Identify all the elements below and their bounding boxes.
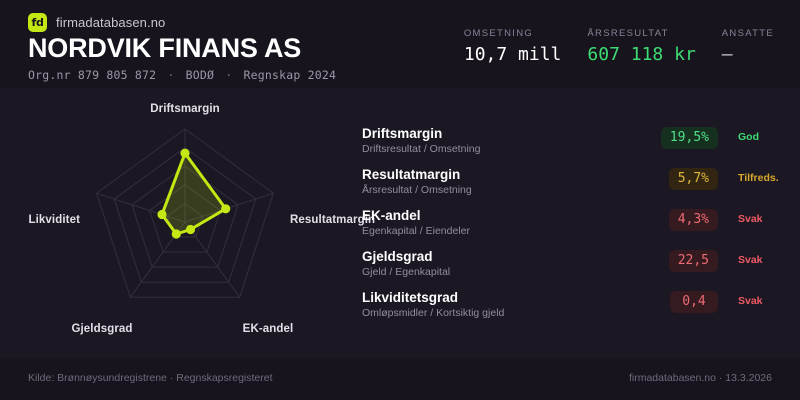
radar-label-gjeldsgrad: Gjeldsgrad xyxy=(71,323,133,335)
metric-name: Resultatmargin xyxy=(362,167,461,182)
card-footer: Kilde: Brønnøysundregistrene · Regnskaps… xyxy=(0,358,800,400)
metric-value-badge: 4,3% xyxy=(668,209,718,231)
org-number: Org.nr 879 805 872 xyxy=(28,68,157,82)
footer-source: Kilde: Brønnøysundregistrene · Regnskaps… xyxy=(28,372,273,384)
radar-series-points xyxy=(157,148,231,239)
meta-separator-2: · xyxy=(225,68,233,82)
metric-value-badge: 19,5% xyxy=(660,127,718,149)
company-meta: Org.nr 879 805 872 · BODØ · Regnskap 202… xyxy=(28,68,336,82)
radar-ring xyxy=(113,146,257,283)
accounting-period: Regnskap 2024 xyxy=(243,68,337,82)
radar-label-resultatmargin: Resultatmargin xyxy=(290,214,376,226)
metric-formula: Årsresultat / Omsetning xyxy=(362,184,472,196)
kpi-omsetning-value: 10,7 mill xyxy=(463,44,562,65)
radar-grid xyxy=(96,128,274,298)
header-kpi-group: OMSETNING 10,7 mill ÅRSRESULTAT 607 118 … xyxy=(464,28,774,65)
radar-spoke xyxy=(184,221,241,298)
kpi-omsetning-label: OMSETNING xyxy=(463,28,534,39)
brand-name: firmadatabasen.no xyxy=(56,15,166,30)
radar-ring xyxy=(131,165,239,268)
metric-formula: Gjeld / Egenkapital xyxy=(362,266,451,278)
kpi-arsresultat: ÅRSRESULTAT 607 118 kr xyxy=(587,28,695,65)
radar-ring xyxy=(166,202,204,238)
metric-formula: Driftsresultat / Omsetning xyxy=(362,143,481,155)
metric-formula: Omløpsmidler / Kortsiktig gjeld xyxy=(362,307,505,319)
radar-chart-svg xyxy=(96,128,274,298)
metric-verdict: Svak xyxy=(738,295,763,307)
radar-spoke xyxy=(96,192,186,223)
radar-label-ek-andel: EK-andel xyxy=(242,323,294,335)
metric-row-resultatmargin[interactable]: Resultatmargin Årsresultat / Omsetning 5… xyxy=(362,167,782,208)
radar-label-likviditet: Likviditet xyxy=(28,214,80,226)
kpi-omsetning: OMSETNING 10,7 mill xyxy=(464,28,562,65)
kpi-ansatte-label: ANSATTE xyxy=(721,28,774,39)
firmadatabasen-logo-icon: fd xyxy=(28,13,47,32)
metric-value-badge: 5,7% xyxy=(668,168,718,190)
radar-point xyxy=(185,224,196,235)
metric-row-driftsmargin[interactable]: Driftsmargin Driftsresultat / Omsetning … xyxy=(362,126,782,167)
radar-chart: Driftsmargin Resultatmargin EK-andel Gje… xyxy=(8,88,376,350)
meta-separator-1: · xyxy=(167,68,175,82)
metric-name: Gjeldsgrad xyxy=(362,249,433,264)
metric-name: Likviditetsgrad xyxy=(362,290,459,305)
card-header: fd firmadatabasen.no NORDVIK FINANS AS O… xyxy=(0,0,800,88)
metric-value-badge: 0,4 xyxy=(670,291,718,313)
kpi-arsresultat-label: ÅRSRESULTAT xyxy=(587,28,669,39)
metric-row-gjeldsgrad[interactable]: Gjeldsgrad Gjeld / Egenkapital 22,5 Svak xyxy=(362,249,782,290)
metric-verdict: Svak xyxy=(738,213,763,225)
footer-attribution: firmadatabasen.no · 13.3.2026 xyxy=(628,372,772,384)
kpi-ansatte-value: – xyxy=(721,44,733,65)
radar-ring xyxy=(96,128,274,298)
radar-point xyxy=(180,148,190,158)
metric-verdict: Svak xyxy=(738,254,763,266)
metric-verdict: Tilfreds. xyxy=(738,172,779,184)
metric-name: Driftsmargin xyxy=(362,126,443,141)
radar-label-driftsmargin: Driftsmargin xyxy=(150,103,220,115)
kpi-ansatte: ANSATTE – xyxy=(722,28,774,65)
metric-value-badge: 22,5 xyxy=(668,250,718,272)
metric-name: EK-andel xyxy=(362,208,421,223)
page-title: NORDVIK FINANS AS xyxy=(28,33,302,63)
brand[interactable]: fd firmadatabasen.no xyxy=(28,13,165,32)
metric-row-ek-andel[interactable]: EK-andel Egenkapital / Eiendeler 4,3% Sv… xyxy=(362,208,782,249)
radar-ring xyxy=(149,184,221,253)
metrics-list: Driftsmargin Driftsresultat / Omsetning … xyxy=(362,126,782,331)
kpi-arsresultat-value: 607 118 kr xyxy=(587,44,696,65)
radar-point xyxy=(171,229,181,239)
metric-row-likviditetsgrad[interactable]: Likviditetsgrad Omløpsmidler / Kortsikti… xyxy=(362,290,782,331)
metric-formula: Egenkapital / Eiendeler xyxy=(362,225,470,237)
company-city: BODØ xyxy=(185,68,215,82)
radar-series-area xyxy=(160,151,228,236)
radar-point xyxy=(221,204,231,214)
metric-verdict: God xyxy=(738,131,759,143)
radar-point xyxy=(157,209,167,220)
